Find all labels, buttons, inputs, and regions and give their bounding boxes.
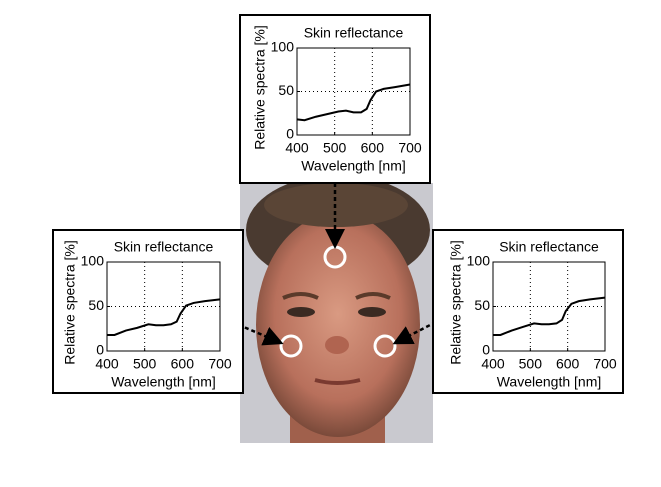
x-axis-label: Wavelength [nm] xyxy=(111,374,216,390)
y-tick-label: 50 xyxy=(88,297,104,313)
y-axis-label: Relative spectra [%] xyxy=(252,25,268,150)
y-axis-label: Relative spectra [%] xyxy=(62,240,78,365)
plot-frame xyxy=(296,47,411,136)
reflectance-line xyxy=(107,298,221,336)
x-axis-label: Wavelength [nm] xyxy=(301,158,406,174)
x-tick-label: 500 xyxy=(323,140,347,156)
y-tick-label: 0 xyxy=(286,126,294,142)
x-axis-label: Wavelength [nm] xyxy=(497,374,602,390)
x-tick-label: 400 xyxy=(285,140,309,156)
y-tick-label: 100 xyxy=(81,253,105,269)
y-tick-label: 0 xyxy=(96,342,104,358)
chart-title: Skin reflectance xyxy=(304,25,404,41)
x-tick-label: 700 xyxy=(208,356,232,372)
x-tick-label: 700 xyxy=(398,140,422,156)
chart-title: Skin reflectance xyxy=(499,239,599,255)
y-tick-label: 100 xyxy=(271,39,295,55)
panel-frame xyxy=(52,229,244,394)
plot-frame xyxy=(492,261,606,352)
x-tick-label: 500 xyxy=(133,356,157,372)
y-tick-label: 100 xyxy=(467,253,491,269)
panel-frame xyxy=(239,14,431,184)
chart-title: Skin reflectance xyxy=(114,239,214,255)
y-tick-label: 50 xyxy=(474,297,490,313)
x-tick-label: 400 xyxy=(95,356,119,372)
x-tick-label: 600 xyxy=(361,140,385,156)
reflectance-line xyxy=(493,296,606,336)
x-tick-label: 500 xyxy=(519,356,543,372)
y-axis-label: Relative spectra [%] xyxy=(448,240,464,365)
y-tick-label: 50 xyxy=(278,82,294,98)
face-photo xyxy=(240,175,433,443)
x-tick-label: 600 xyxy=(171,356,195,372)
x-tick-label: 600 xyxy=(556,356,580,372)
panel-frame xyxy=(432,229,624,394)
plot-frame xyxy=(106,261,221,352)
x-tick-label: 700 xyxy=(593,356,617,372)
y-tick-label: 0 xyxy=(482,342,490,358)
reflectance-line xyxy=(296,83,411,122)
x-tick-label: 400 xyxy=(481,356,505,372)
